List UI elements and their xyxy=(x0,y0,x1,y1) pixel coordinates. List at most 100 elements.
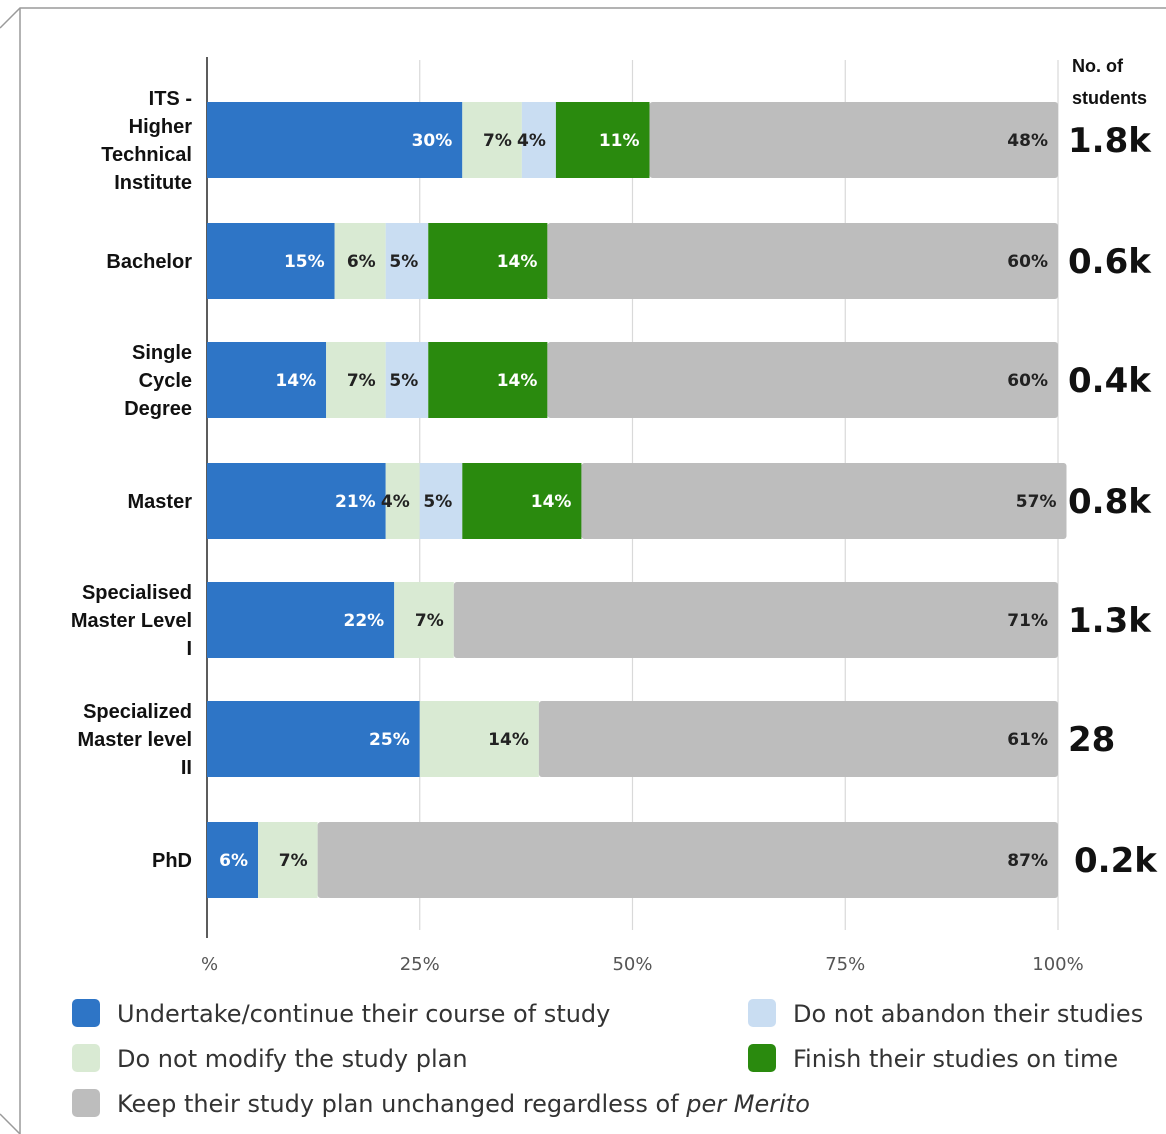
bar-segment xyxy=(207,463,386,539)
legend-label: Do not modify the study plan xyxy=(117,1045,468,1073)
student-count: 0.2k xyxy=(1074,841,1158,881)
student-count: 1.8k xyxy=(1068,121,1152,161)
x-tick-label: 25% xyxy=(400,954,440,975)
bar-segment xyxy=(453,582,1058,658)
category-label: Master Level xyxy=(71,610,192,632)
bar-segment xyxy=(649,102,1058,178)
category-label: Specialized xyxy=(83,701,192,723)
student-count: 28 xyxy=(1068,720,1115,760)
bar-segment xyxy=(547,342,1058,418)
bar-segment xyxy=(385,463,420,539)
category-label: Degree xyxy=(124,398,192,420)
data-label: 25% xyxy=(369,730,410,750)
category-label: Single xyxy=(132,342,192,364)
legend-label: Do not abandon their studies xyxy=(793,1000,1143,1028)
x-tick-label: % xyxy=(201,954,218,975)
legend-label: Undertake/continue their course of study xyxy=(117,1000,610,1028)
data-label: 14% xyxy=(531,492,572,512)
category-label: Cycle xyxy=(139,370,192,392)
category-label: Specialised xyxy=(82,582,192,604)
data-label: 14% xyxy=(497,252,538,272)
legend-label-italic: per Merito xyxy=(685,1090,810,1118)
bar-segment xyxy=(555,102,650,178)
data-label: 30% xyxy=(412,131,453,151)
data-label: 6% xyxy=(219,851,248,871)
count-column-header: students xyxy=(1072,88,1147,108)
data-label: 61% xyxy=(1007,730,1048,750)
bar-segment xyxy=(326,342,386,418)
data-label: 60% xyxy=(1007,371,1048,391)
bar-segment xyxy=(207,582,395,658)
bar-segment xyxy=(428,223,548,299)
category-label: Technical xyxy=(101,144,192,166)
category-label: ITS - xyxy=(149,88,192,110)
bar-segment xyxy=(394,582,454,658)
student-count: 0.4k xyxy=(1068,361,1152,401)
data-label: 4% xyxy=(517,131,546,151)
data-label: 21% xyxy=(335,492,376,512)
legend-label-text: Finish their studies on time xyxy=(793,1045,1118,1073)
legend-swatch xyxy=(748,1044,776,1072)
data-label: 7% xyxy=(415,611,444,631)
bar-segment xyxy=(581,463,1067,539)
bar-segment xyxy=(419,463,463,539)
legend-label: Keep their study plan unchanged regardle… xyxy=(117,1090,810,1118)
data-label: 5% xyxy=(389,371,418,391)
bar-segment xyxy=(207,701,420,777)
bar-segment xyxy=(207,342,327,418)
data-label: 11% xyxy=(599,131,640,151)
bar-segment xyxy=(385,342,429,418)
legend-swatch xyxy=(72,999,100,1027)
legend-swatch xyxy=(72,1089,100,1117)
category-label: Institute xyxy=(114,172,192,194)
category-label: Higher xyxy=(129,116,193,138)
bar-segment xyxy=(462,102,522,178)
bar-segment xyxy=(547,223,1058,299)
bar-segment xyxy=(207,822,259,898)
data-label: 48% xyxy=(1007,131,1048,151)
data-label: 5% xyxy=(423,492,452,512)
data-label: 7% xyxy=(347,371,376,391)
legend-label-text: Do not modify the study plan xyxy=(117,1045,468,1073)
count-column-header: No. of xyxy=(1072,56,1124,76)
data-label: 15% xyxy=(284,252,325,272)
category-label: Master xyxy=(128,491,193,513)
x-tick-label: 50% xyxy=(612,954,652,975)
category-label: Master level xyxy=(77,729,192,751)
bar-segment xyxy=(334,223,386,299)
legend-label-text: Keep their study plan unchanged regardle… xyxy=(117,1090,686,1118)
x-tick-label: 75% xyxy=(825,954,865,975)
category-label: II xyxy=(181,757,192,779)
legend-label-text: Do not abandon their studies xyxy=(793,1000,1143,1028)
category-label: PhD xyxy=(152,850,192,872)
data-label: 71% xyxy=(1007,611,1048,631)
data-label: 4% xyxy=(381,492,410,512)
data-label: 87% xyxy=(1007,851,1048,871)
bar-segment xyxy=(385,223,429,299)
data-label: 7% xyxy=(483,131,512,151)
bar-segment xyxy=(317,822,1058,898)
data-label: 6% xyxy=(347,252,376,272)
x-tick-label: 100% xyxy=(1032,954,1083,975)
bar-segment xyxy=(258,822,318,898)
student-count: 0.6k xyxy=(1068,242,1152,282)
category-label: I xyxy=(186,638,192,660)
bar-segment xyxy=(207,223,335,299)
legend-label: Finish their studies on time xyxy=(793,1045,1118,1073)
data-label: 60% xyxy=(1007,252,1048,272)
bar-segment xyxy=(538,701,1058,777)
legend-label-text: Undertake/continue their course of study xyxy=(117,1000,610,1028)
data-label: 57% xyxy=(1016,492,1057,512)
category-label: Bachelor xyxy=(106,251,192,273)
bar-segment xyxy=(462,463,582,539)
bar-segment xyxy=(207,102,463,178)
student-count: 0.8k xyxy=(1068,482,1152,522)
data-label: 7% xyxy=(279,851,308,871)
student-count: 1.3k xyxy=(1068,601,1152,641)
bar-segment xyxy=(428,342,548,418)
data-label: 14% xyxy=(497,371,538,391)
data-label: 14% xyxy=(488,730,529,750)
data-label: 22% xyxy=(344,611,385,631)
